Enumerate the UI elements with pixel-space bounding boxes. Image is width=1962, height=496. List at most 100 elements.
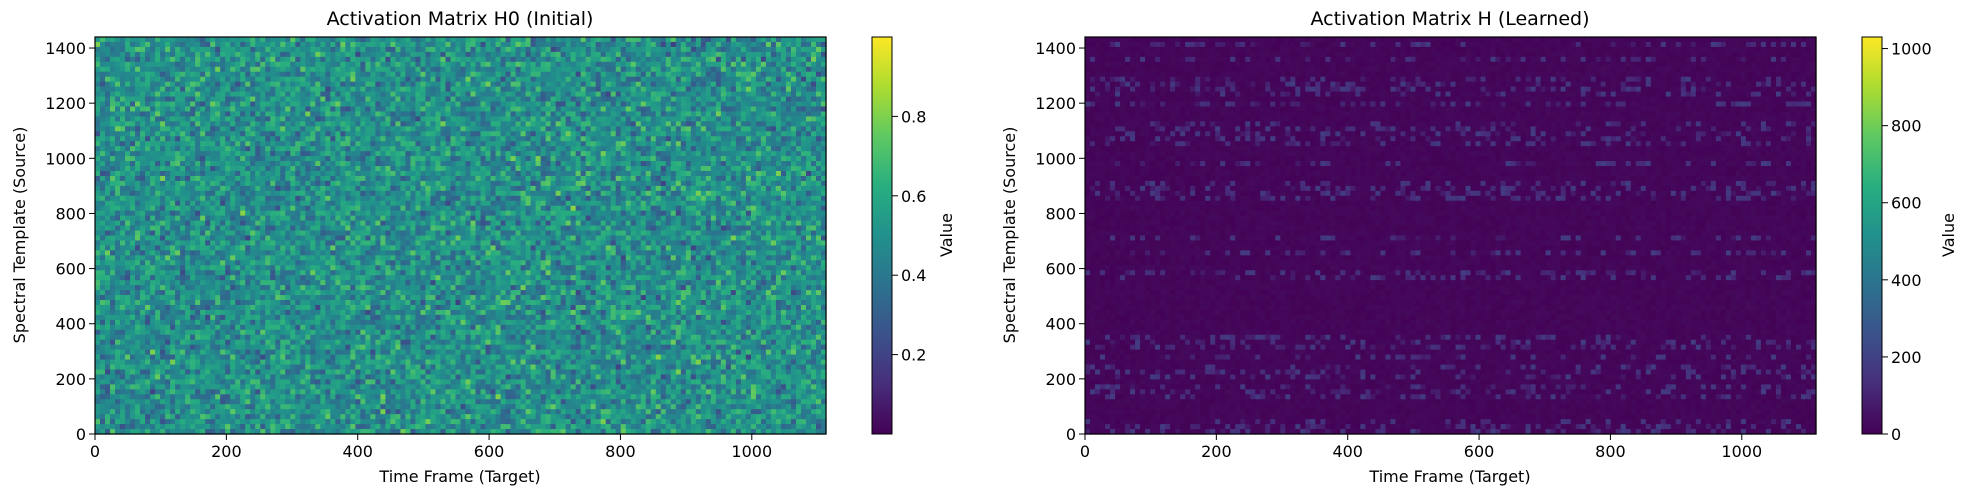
heatmap-cell — [550, 175, 557, 182]
heatmap-cell — [445, 175, 452, 182]
heatmap-cell — [565, 200, 572, 207]
heatmap-cell — [400, 81, 407, 88]
heatmap-cell — [795, 76, 802, 83]
heatmap-cell — [610, 180, 617, 187]
heatmap-cell — [445, 141, 452, 147]
heatmap-cell — [450, 51, 457, 58]
heatmap-cell — [440, 101, 447, 108]
heatmap-cell — [345, 136, 351, 142]
heatmap-cell — [450, 156, 457, 162]
heatmap-cell — [225, 101, 231, 108]
heatmap-cell — [220, 51, 226, 58]
heatmap-cell — [725, 61, 732, 68]
heatmap-cell — [290, 66, 296, 73]
heatmap-cell — [660, 81, 667, 88]
heatmap-cell — [670, 81, 677, 88]
heatmap-cell — [605, 141, 612, 147]
heatmap-cell — [95, 121, 101, 127]
heatmap-cell — [415, 185, 422, 192]
heatmap-cell — [390, 121, 397, 127]
heatmap-cell — [725, 146, 732, 152]
heatmap-cell — [350, 141, 356, 147]
heatmap-cell — [705, 126, 712, 132]
heatmap-cell — [700, 116, 707, 122]
heatmap-cell — [515, 106, 522, 113]
heatmap-cell — [95, 141, 101, 147]
heatmap-cell — [795, 66, 802, 73]
heatmap-cell — [155, 166, 161, 172]
heatmap-cell — [245, 141, 251, 147]
heatmap-cell — [375, 170, 381, 177]
heatmap-cell — [560, 111, 567, 117]
heatmap-cell — [820, 136, 827, 142]
heatmap-cell — [760, 106, 767, 113]
heatmap-cell — [320, 126, 326, 132]
heatmap-cell — [785, 46, 792, 53]
heatmap-cell — [760, 136, 767, 142]
heatmap-cell — [520, 131, 527, 137]
heatmap-cell — [425, 136, 432, 142]
heatmap-cell — [295, 116, 301, 122]
heatmap-cell — [795, 41, 802, 48]
heatmap-cell — [800, 121, 807, 127]
heatmap-cell — [370, 71, 376, 78]
heatmap-cell — [715, 131, 722, 137]
heatmap-cell — [720, 190, 727, 197]
heatmap-cell — [190, 175, 196, 182]
heatmap-cell — [210, 61, 216, 68]
heatmap-cell — [175, 96, 181, 103]
heatmap-cell — [355, 146, 361, 152]
heatmap-cell — [165, 61, 171, 68]
heatmap-cell — [405, 200, 412, 207]
heatmap-cell — [570, 51, 577, 58]
heatmap-cell — [630, 141, 637, 147]
heatmap-cell — [95, 151, 101, 157]
heatmap-cell — [275, 61, 281, 68]
heatmap-cell — [415, 61, 422, 68]
heatmap-cell — [660, 101, 667, 108]
heatmap-cell — [365, 190, 371, 197]
heatmap-cell — [155, 200, 161, 207]
heatmap-cell — [670, 151, 677, 157]
heatmap-cell — [535, 170, 542, 177]
heatmap-cell — [560, 106, 567, 113]
heatmap-cell — [200, 106, 206, 113]
heatmap-cell — [725, 81, 732, 88]
heatmap-cell — [270, 66, 276, 73]
heatmap-cell — [355, 91, 361, 98]
heatmap-cell — [735, 180, 742, 187]
heatmap-cell — [285, 61, 291, 68]
heatmap-cell — [770, 175, 777, 182]
heatmap-cell — [470, 195, 477, 202]
heatmap-cell — [125, 205, 131, 212]
heatmap-cell — [100, 91, 106, 98]
heatmap-cell — [460, 136, 467, 142]
heatmap-cell — [250, 51, 256, 58]
heatmap-cell — [405, 41, 412, 48]
heatmap-cell — [95, 205, 101, 212]
heatmap-cell — [350, 126, 356, 132]
heatmap-cell — [230, 86, 236, 93]
heatmap-cell — [730, 96, 737, 103]
heatmap-cell — [805, 106, 812, 113]
heatmap-cell — [530, 141, 537, 147]
heatmap-cell — [640, 81, 647, 88]
heatmap-cell — [545, 37, 552, 43]
heatmap-cell — [765, 46, 772, 53]
heatmap-cell — [655, 61, 662, 68]
heatmap-cell — [140, 161, 146, 167]
heatmap-cell — [195, 86, 201, 93]
heatmap-cell — [565, 86, 572, 93]
heatmap-cell — [625, 91, 632, 98]
heatmap-cell — [190, 200, 196, 207]
heatmap-cell — [180, 51, 186, 58]
heatmap-cell — [425, 190, 432, 197]
heatmap-cell — [185, 116, 191, 122]
heatmap-cell — [155, 126, 161, 132]
heatmap-cell — [675, 121, 682, 127]
heatmap-cell — [760, 200, 767, 207]
heatmap-cell — [515, 51, 522, 58]
heatmap-cell — [300, 180, 306, 187]
heatmap-cell — [550, 121, 557, 127]
heatmap-cell — [190, 190, 196, 197]
